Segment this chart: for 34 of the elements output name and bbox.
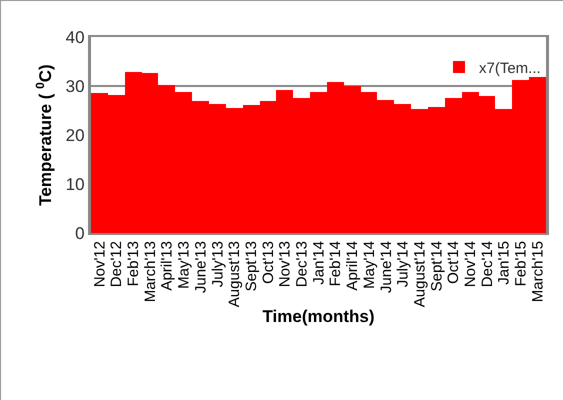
x-tick-label: Feb'13 — [125, 241, 142, 286]
x-tick-label: Nov'12 — [91, 241, 108, 288]
x-tick-label: Sept'14 — [428, 241, 446, 292]
x-tick-label: Jan'14 — [310, 241, 328, 285]
x-tick-label: Oct'13 — [260, 241, 277, 284]
x-tick-label: May'13 — [176, 241, 193, 289]
x-tick-label: May'14 — [360, 241, 378, 289]
x-tick-label: Nov'13 — [276, 241, 294, 288]
x-tick-label: Dec'13 — [294, 241, 311, 288]
x-tick-label: July'14 — [394, 241, 412, 288]
x-tick-label: Feb'15 — [512, 241, 530, 286]
x-tick-label: Nov'14 — [462, 241, 480, 288]
legend-label: x7(Tem... — [479, 60, 541, 77]
x-tick-label: August'14 — [411, 241, 428, 308]
y-tick-label: 30 — [66, 76, 85, 96]
x-tick-label: Sept'13 — [242, 241, 260, 292]
y-tick-label: 20 — [66, 126, 85, 145]
x-tick-label: Oct'14 — [445, 241, 462, 284]
x-tick-label: March'13 — [142, 241, 159, 302]
y-tick-label: 0 — [75, 224, 85, 243]
x-tick-label: April'13 — [158, 241, 176, 291]
x-tick-label: Dec'12 — [108, 241, 126, 288]
x-axis-title: Time(months) — [262, 307, 375, 326]
x-tick-label: June'14 — [378, 241, 395, 294]
x-tick-label: April'14 — [344, 241, 362, 291]
x-tick-label: July'13 — [209, 241, 226, 288]
x-tick-label: August'13 — [226, 241, 244, 308]
x-tick-label: Feb'14 — [327, 241, 344, 286]
x-tick-label: June'13 — [192, 241, 210, 294]
x-tick-label: Dec'14 — [478, 241, 496, 288]
y-tick-label: 40 — [66, 28, 85, 47]
x-tick-label: Jan'15 — [496, 241, 513, 285]
y-tick-label: 10 — [66, 174, 85, 194]
x-tick-label: March'15 — [529, 241, 546, 302]
